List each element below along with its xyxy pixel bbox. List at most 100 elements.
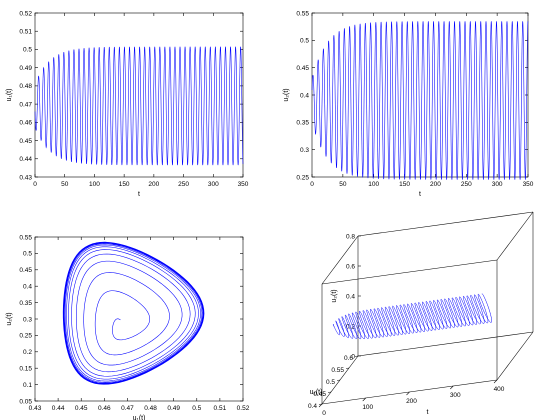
y-tick-label: 0.2 <box>23 349 32 356</box>
y-tick-label: 0.55 <box>19 234 32 241</box>
x-tick-label: 350 <box>523 181 534 188</box>
x-tick-label: 0.5 <box>192 405 201 412</box>
x-tick-label: 50 <box>339 181 347 188</box>
x-tick-label: 150 <box>119 181 130 188</box>
axes-box-edge <box>496 331 534 381</box>
y-tick-label: 0.44 <box>19 156 32 163</box>
y-tick-label: 0.3 <box>300 147 309 154</box>
x-tick-label: 0.44 <box>52 405 65 412</box>
x-axis-label: t <box>138 191 140 198</box>
y-tick-label: 0.5 <box>23 47 32 54</box>
y-tick-mark <box>327 391 332 393</box>
z-tick-label: 0 <box>351 353 355 360</box>
x-tick-label: 200 <box>406 398 417 405</box>
plot-frame <box>311 12 529 178</box>
z-axis-label: u₂(t) <box>331 289 338 302</box>
trajectory-line <box>332 293 492 340</box>
y-axis-label: u₂(t) <box>283 88 290 101</box>
axes-box-edge <box>321 235 359 285</box>
y-tick-label: 0.45 <box>19 138 32 145</box>
x-tick-label: 300 <box>208 181 219 188</box>
phase-portrait-panel: 0.43 0.44 0.45 0.46 0.47 0.48 0.49 0.5 0.51 0.52 0… <box>6 234 250 420</box>
y-tick-label: 0.35 <box>19 300 32 307</box>
y-tick-label: 0.46 <box>19 120 32 127</box>
y-tick-label: 0.5 <box>23 251 32 258</box>
y-tick-mark <box>336 379 341 381</box>
x-tick-label: 0 <box>33 181 37 188</box>
plot-frame <box>34 236 244 402</box>
x-tick-label: 250 <box>178 181 189 188</box>
z-tick-label: 0.8 <box>346 233 355 240</box>
x-tick-label: 300 <box>450 392 461 399</box>
axes-box-edge <box>357 211 534 237</box>
y-tick-label: 0.55 <box>296 10 309 17</box>
y-axis-label: u₁(t) <box>310 389 323 396</box>
x-tick-mark <box>493 379 498 384</box>
x-tick-label: 0.47 <box>121 405 134 412</box>
series-line <box>34 46 244 166</box>
y-tick-label: 0.4 <box>300 92 309 99</box>
x-tick-label: 0.52 <box>237 405 250 412</box>
y-tick-label: 0.25 <box>19 333 32 340</box>
x-tick-label: 0.46 <box>98 405 111 412</box>
x-tick-mark <box>318 403 323 408</box>
x-tick-label: 0.48 <box>144 405 157 412</box>
y-tick-label: 0.35 <box>296 120 309 127</box>
x-tick-label: 0 <box>310 181 314 188</box>
x-tick-label: 0.43 <box>29 405 42 412</box>
y-tick-label: 0.45 <box>19 267 32 274</box>
x-tick-label: 200 <box>148 181 159 188</box>
x-tick-mark <box>362 397 366 402</box>
plot-frame <box>34 12 244 178</box>
y-tick-label: 0.48 <box>19 83 32 90</box>
y-tick-label: 0.3 <box>23 316 32 323</box>
u2-time-series-panel: 0 50 100 150 200 250 300 350 0.25 0.3 0.35 0.4 0.45 0… <box>283 10 534 198</box>
y-tick-label: 0.05 <box>19 398 32 405</box>
y-tick-label: 0.4 <box>308 403 317 410</box>
x-axis-label: t <box>427 409 429 416</box>
x-tick-label: 350 <box>238 181 249 188</box>
y-tick-label: 0.49 <box>19 65 32 72</box>
axes-box-edge <box>321 259 498 285</box>
axes-box-edge <box>357 331 534 357</box>
x-tick-label: 0.45 <box>75 405 88 412</box>
y-tick-label: 0.45 <box>296 65 309 72</box>
x-tick-label: 0.49 <box>167 405 180 412</box>
x-tick-mark <box>406 391 410 396</box>
y-tick-mark <box>345 367 350 369</box>
y-tick-label: 0.55 <box>331 367 344 374</box>
y-tick-label: 0.47 <box>19 101 32 108</box>
x-tick-label: 400 <box>494 386 505 393</box>
y-tick-label: 0.52 <box>19 10 32 17</box>
x-axis-label: u₁(t) <box>133 415 146 420</box>
y-axis-label: u₂(t) <box>6 312 13 325</box>
x-tick-label: 100 <box>89 181 100 188</box>
y-tick-mark <box>354 355 359 357</box>
y-axis-label: u₁(t) <box>6 89 13 102</box>
axes-box-edge <box>496 211 534 261</box>
z-tick-label: 0.4 <box>346 293 355 300</box>
x-tick-label: 150 <box>399 181 410 188</box>
y-tick-label: 0.51 <box>19 29 32 36</box>
x-tick-label: 250 <box>461 181 472 188</box>
series-line <box>62 241 205 385</box>
x-tick-label: 100 <box>368 181 379 188</box>
y-tick-label: 0.45 <box>313 391 326 398</box>
z-tick-label: 0.6 <box>346 263 355 270</box>
y-tick-label: 0.25 <box>296 174 309 181</box>
y-tick-label: 0.15 <box>19 366 32 373</box>
x-tick-label: 0.51 <box>214 405 227 412</box>
x-tick-label: 300 <box>492 181 503 188</box>
x-tick-mark <box>450 385 454 390</box>
x-axis-label: t <box>419 191 421 198</box>
y-tick-label: 0.1 <box>23 382 32 389</box>
x-tick-label: 0 <box>322 410 326 417</box>
x-tick-label: 100 <box>362 404 373 411</box>
y-tick-label: 0.6 <box>344 355 353 362</box>
y-tick-label: 0.43 <box>19 174 32 181</box>
trajectory-3d-panel: 01002003004000.40.450.50.550.600.20.40.6… <box>308 211 534 417</box>
y-tick-label: 0.5 <box>326 379 335 386</box>
series-line <box>311 21 529 180</box>
y-tick-label: 0.4 <box>23 284 32 291</box>
